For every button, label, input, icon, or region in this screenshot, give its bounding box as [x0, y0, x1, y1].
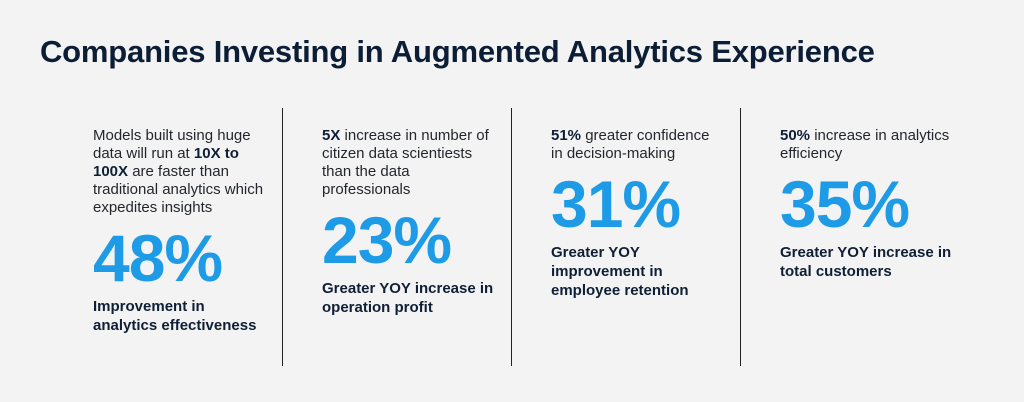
- desc-text-post: increase in number of citizen data scien…: [322, 127, 489, 198]
- stat-value: 48%: [93, 221, 223, 295]
- column-divider: [282, 108, 283, 366]
- column-divider: [740, 108, 741, 366]
- stat-description: 51% greater confidence in decision-makin…: [551, 127, 711, 163]
- page-title: Companies Investing in Augmented Analyti…: [40, 34, 875, 69]
- stat-caption: Greater YOY increase in operation profit: [322, 280, 494, 316]
- stat-caption: Greater YOY increase in total customers: [780, 244, 952, 280]
- stat-value: 35%: [780, 167, 910, 241]
- stat-column-1: Models built using huge data will run at…: [93, 127, 271, 335]
- stat-column-2: 5X increase in number of citizen data sc…: [322, 127, 494, 317]
- stat-value: 31%: [551, 167, 681, 241]
- desc-text-post: are faster than traditional analytics wh…: [93, 163, 264, 216]
- stat-caption: Greater YOY improvement in employee rete…: [551, 244, 689, 299]
- desc-highlight: 5X: [322, 127, 341, 144]
- desc-text-post: increase in analytics efficiency: [780, 127, 950, 162]
- stat-description: 5X increase in number of citizen data sc…: [322, 127, 494, 199]
- column-divider: [511, 108, 512, 366]
- desc-highlight: 50%: [780, 127, 811, 144]
- stat-column-4: 50% increase in analytics efficiency 35%…: [780, 127, 965, 281]
- desc-text-post: greater confidence in decision-making: [551, 127, 710, 162]
- desc-text-pre: Models built using huge data will run at: [93, 127, 251, 162]
- stat-description: 50% increase in analytics efficiency: [780, 127, 965, 163]
- desc-highlight: 10X to 100X: [93, 145, 239, 180]
- stat-value: 23%: [322, 203, 452, 277]
- stat-description: Models built using huge data will run at…: [93, 127, 271, 217]
- stat-caption: Improvement in analytics effectiveness: [93, 298, 257, 334]
- desc-highlight: 51%: [551, 127, 582, 144]
- stat-column-3: 51% greater confidence in decision-makin…: [551, 127, 711, 300]
